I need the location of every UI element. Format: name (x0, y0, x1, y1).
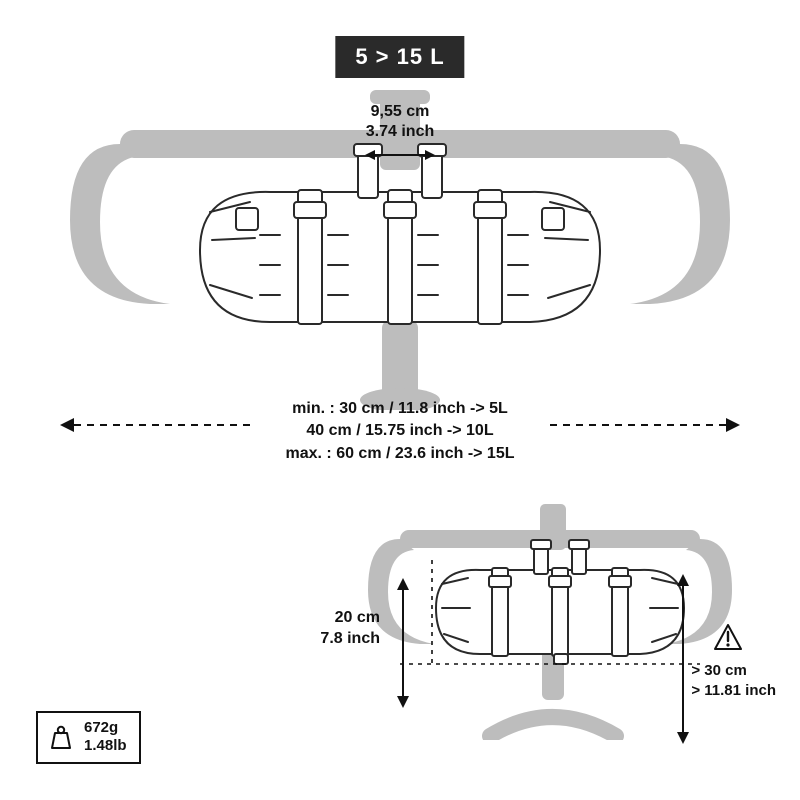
width-arrow-row (60, 415, 740, 435)
width-arrow-left (60, 415, 250, 435)
width-max: max. : 60 cm / 23.6 inch -> 15L (286, 443, 515, 465)
height-label: 20 cm 7.8 inch (320, 608, 380, 650)
height-cm: 20 cm (320, 608, 380, 629)
width-arrow-right (550, 415, 740, 435)
height-arrow (394, 578, 412, 708)
weight-g: 672g (84, 719, 127, 738)
strap-width-cm: 9,55 cm (366, 102, 434, 122)
weight-lb: 1.48lb (84, 737, 127, 756)
clearance-cm: > 30 cm (691, 661, 776, 681)
capacity-badge: 5 > 15 L (335, 36, 464, 78)
clearance-label: > 30 cm > 11.81 inch (691, 661, 776, 700)
strap-width-arrow (365, 148, 435, 162)
weight-text: 672g 1.48lb (84, 719, 127, 757)
clearance-arrow (674, 574, 692, 744)
warning-icon (714, 624, 742, 650)
height-inch: 7.8 inch (320, 629, 380, 650)
strap-width-inch: 3.74 inch (366, 122, 434, 142)
weight-icon (48, 724, 74, 750)
clearance-inch: > 11.81 inch (691, 681, 776, 701)
weight-box: 672g 1.48lb (36, 711, 141, 765)
strap-width-label: 9,55 cm 3.74 inch (366, 102, 434, 142)
